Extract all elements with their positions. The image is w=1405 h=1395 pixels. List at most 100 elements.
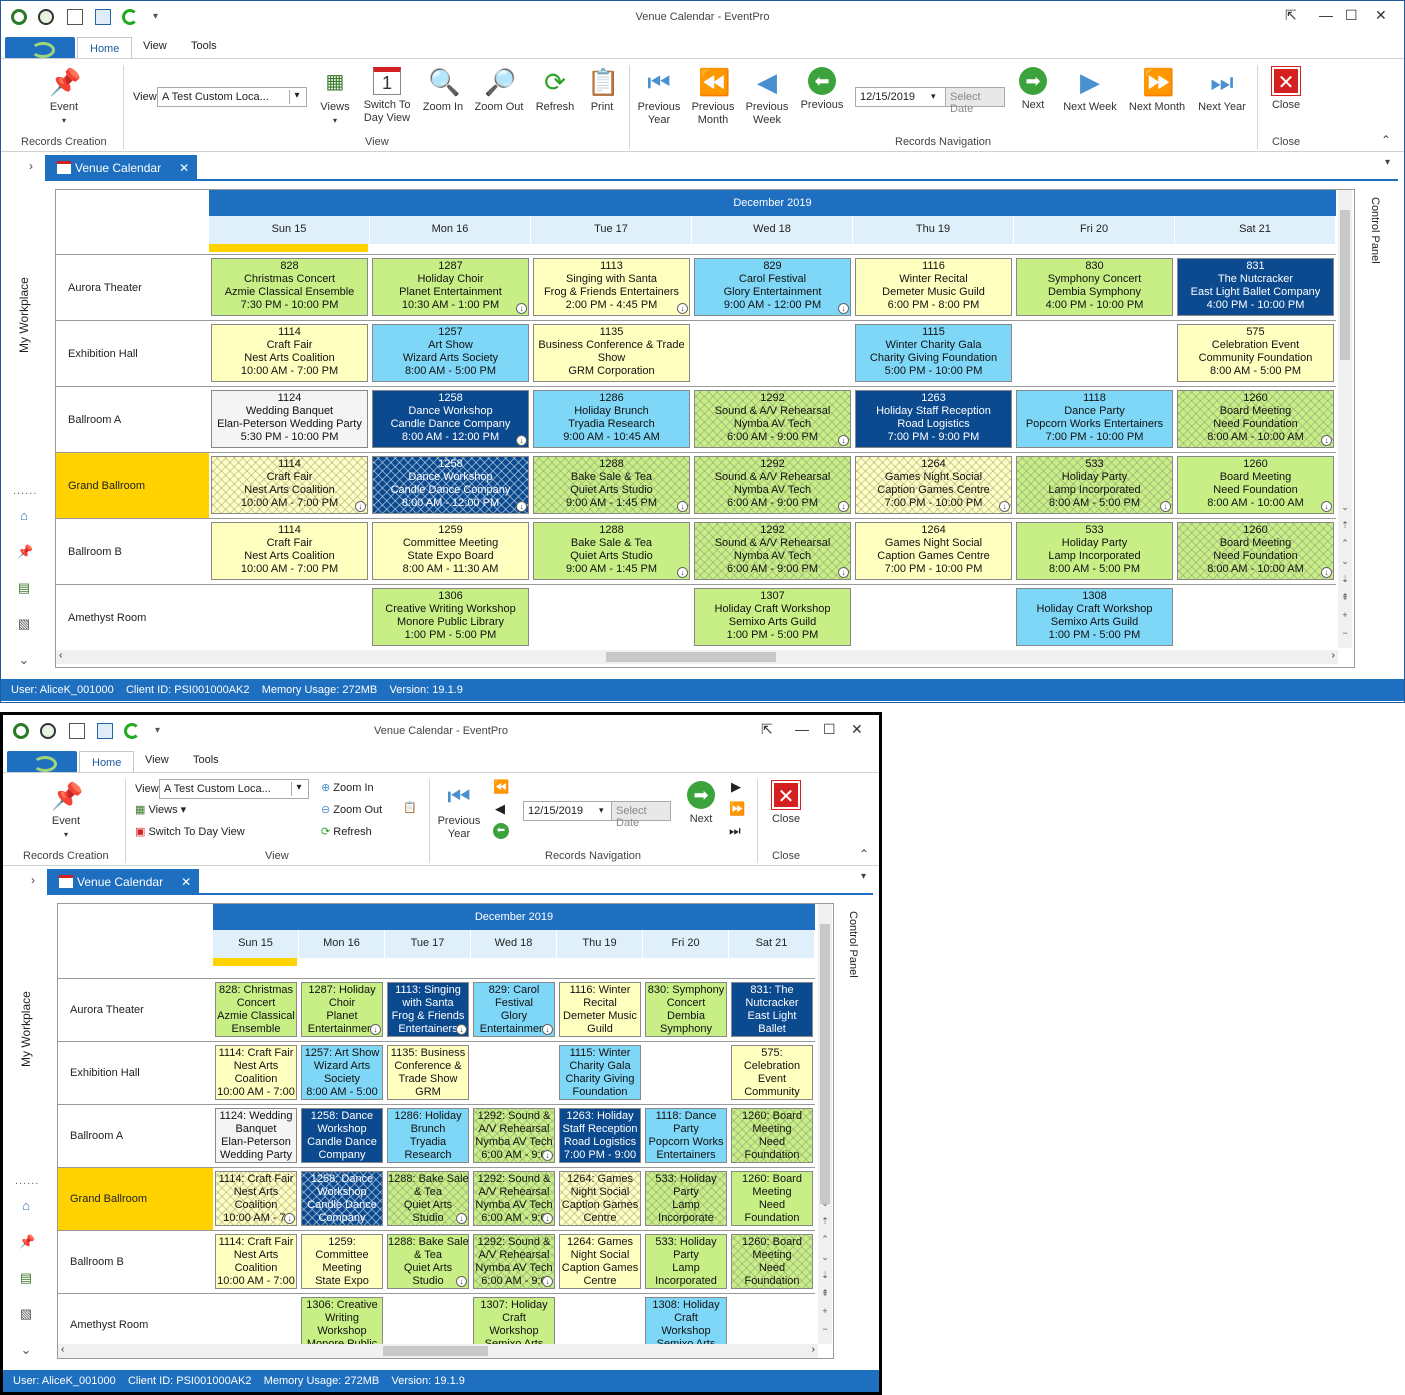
tab-venue-calendar[interactable]: Venue Calendar ✕: [45, 155, 198, 181]
expand-down-icon[interactable]: ↓: [516, 303, 527, 314]
scroll-right-icon[interactable]: ›: [1331, 650, 1335, 661]
room-label[interactable]: Ballroom B: [58, 1230, 213, 1293]
event-block[interactable]: 533: Holiday Party Lamp Incorporate: [645, 1171, 727, 1226]
previous-month-button[interactable]: ⏪: [493, 779, 510, 794]
expand-down-icon[interactable]: ↓: [838, 567, 849, 578]
expand-down-icon[interactable]: ↓: [1321, 501, 1332, 512]
event-block[interactable]: 1258: Dance Workshop Candle Dance Company: [301, 1108, 383, 1163]
expand-down-icon[interactable]: ↓: [542, 1150, 553, 1161]
previous-button[interactable]: ⬅: [493, 823, 509, 839]
scroll-right-icon[interactable]: ›: [811, 1344, 815, 1355]
event-block[interactable]: 1118 Dance Party Popcorn Works Entertainer…: [1016, 390, 1173, 448]
scroll-nav-icon[interactable]: ⌄: [1341, 556, 1349, 566]
expand-down-icon[interactable]: ↓: [456, 1024, 467, 1035]
day-header[interactable]: Thu 19: [557, 930, 643, 958]
event-block[interactable]: 1258 Dance Workshop Candle Dance Company 8:…: [372, 456, 529, 514]
event-block[interactable]: 1116 Winter Recital Demeter Music Guild 6:0…: [855, 258, 1012, 316]
maximize-icon[interactable]: ☐: [1345, 7, 1358, 23]
expand-down-icon[interactable]: ↓: [355, 501, 366, 512]
event-block[interactable]: 1258: Dance Workshop Candle Dance Company: [301, 1171, 383, 1226]
register-icon[interactable]: ▤: [17, 580, 31, 595]
control-panel-label[interactable]: Control Panel: [847, 911, 859, 978]
app-menu-button[interactable]: [5, 37, 75, 59]
close-tab-icon[interactable]: ✕: [181, 875, 192, 889]
event-block[interactable]: 831: The Nutcracker East Light Ballet: [731, 982, 813, 1037]
close-tab-icon[interactable]: ✕: [179, 161, 190, 175]
event-block[interactable]: 1264 Games Night Social Caption Games Cent…: [855, 456, 1012, 514]
date-field[interactable]: 12/15/2019: [855, 87, 947, 107]
close-button[interactable]: ✕ Close: [1265, 67, 1307, 112]
date-dropdown-icon[interactable]: ▾: [931, 91, 936, 101]
room-label[interactable]: Grand Ballroom: [56, 452, 209, 518]
zoom-in-button[interactable]: 🔍 Zoom In: [422, 67, 464, 113]
vertical-scrollbar[interactable]: ⌄ ⇡ ⌃ ⌄ ⇣ ⇞ + −: [1338, 190, 1352, 648]
day-header[interactable]: Sun 15: [213, 930, 299, 958]
app-menu-button[interactable]: [7, 751, 77, 773]
event-block[interactable]: 1116: Winter Recital Demeter Music Guild: [559, 982, 641, 1037]
control-panel-label[interactable]: Control Panel: [1369, 197, 1381, 264]
select-date-button[interactable]: Select Date: [611, 801, 671, 829]
day-header[interactable]: Thu 19: [853, 216, 1014, 244]
event-block[interactable]: 1288 Bake Sale & Tea Quiet Arts Studio 9:00…: [533, 522, 690, 580]
next-button[interactable]: ➡ Next: [681, 781, 721, 826]
next-month-button[interactable]: ⏩ Next Month: [1128, 67, 1186, 113]
expand-down-icon[interactable]: ↓: [1321, 567, 1332, 578]
scroll-nav-icon[interactable]: ⌄: [1341, 502, 1349, 512]
room-label[interactable]: Aurora Theater: [58, 978, 213, 1041]
scroll-thumb[interactable]: [820, 924, 830, 1204]
event-block[interactable]: 575 Celebration Event Community Foundation…: [1177, 324, 1334, 382]
room-label[interactable]: Ballroom B: [56, 518, 209, 584]
sidebar-grip[interactable]: ......: [13, 485, 38, 497]
zoom-in-button[interactable]: ⊕ Zoom In: [321, 782, 374, 794]
next-month-button[interactable]: ⏩: [729, 801, 746, 816]
home-icon[interactable]: ⌂: [22, 1198, 30, 1213]
previous-button[interactable]: ⬅ Previous: [799, 67, 845, 112]
tab-list-dropdown-icon[interactable]: ▾: [1385, 157, 1391, 168]
day-header[interactable]: Fri 20: [643, 930, 729, 958]
event-block[interactable]: 1115: Winter Charity Gala Charity Giving Fo…: [559, 1045, 641, 1100]
event-block[interactable]: 1264 Games Night Social Caption Games Cent…: [855, 522, 1012, 580]
room-label[interactable]: Ballroom A: [56, 386, 209, 452]
event-block[interactable]: 1292 Sound & A/V Rehearsal Nymba AV Tech 6:…: [694, 456, 851, 514]
print-button[interactable]: 📋 Print: [587, 67, 620, 113]
previous-week-button[interactable]: ◀: [495, 801, 505, 816]
refresh-icon[interactable]: [124, 723, 140, 739]
event-block[interactable]: 1292 Sound & A/V Rehearsal Nymba AV Tech 6:…: [694, 390, 851, 448]
pushpin-icon[interactable]: 📌: [19, 1234, 36, 1249]
event-block[interactable]: 1257 Art Show Wizard Arts Society 8:00 AM -…: [372, 324, 529, 382]
register-icon[interactable]: ▤: [19, 1270, 33, 1285]
event-block[interactable]: 1264: Games Night Social Caption Games Cent…: [559, 1171, 641, 1226]
mail-icon[interactable]: [97, 723, 113, 739]
expand-down-icon[interactable]: ↓: [456, 1276, 467, 1287]
collapse-ribbon-icon[interactable]: ⌃: [859, 847, 870, 861]
switch-to-day-view-button[interactable]: ▣ Switch To Day View: [135, 826, 245, 838]
close-window-icon[interactable]: ✕: [851, 721, 863, 737]
event-block[interactable]: 1308 Holiday Craft Workshop Semixo Arts Gu…: [1016, 588, 1173, 646]
expand-down-icon[interactable]: ↓: [677, 501, 688, 512]
tab-home[interactable]: Home: [77, 37, 133, 60]
view-select[interactable]: A Test Custom Loca...: [157, 87, 307, 107]
scroll-left-icon[interactable]: ‹: [59, 650, 63, 661]
event-block[interactable]: 1135: Business Conference & Trade Show GRM: [387, 1045, 469, 1100]
view-select[interactable]: A Test Custom Loca...: [159, 779, 309, 799]
pin-window-icon[interactable]: ⇱: [1285, 7, 1297, 23]
close-window-icon[interactable]: ✕: [1375, 7, 1387, 23]
expand-down-icon[interactable]: ↓: [1321, 435, 1332, 446]
event-block[interactable]: 1263: Holiday Staff Reception Road Logisti…: [559, 1108, 641, 1163]
close-button[interactable]: ✕ Close: [765, 781, 807, 826]
scroll-thumb[interactable]: [383, 1346, 488, 1356]
print-button[interactable]: 📋: [403, 802, 417, 814]
quick-access-dropdown-icon[interactable]: ▾: [155, 725, 161, 736]
tab-tools[interactable]: Tools: [191, 40, 217, 52]
event-block[interactable]: 1288 Bake Sale & Tea Quiet Arts Studio 9:00…: [533, 456, 690, 514]
event-block[interactable]: 1113 Singing with Santa Frog & Friends Ent…: [533, 258, 690, 316]
scroll-nav-icon[interactable]: ⌃: [821, 1234, 829, 1244]
sidebar-grip[interactable]: ......: [15, 1175, 40, 1187]
tab-view[interactable]: View: [145, 754, 169, 766]
room-label[interactable]: Exhibition Hall: [58, 1041, 213, 1104]
event-block[interactable]: 1260: Board Meeting Need Foundation: [731, 1171, 813, 1226]
event-block[interactable]: 575: Celebration Event Community: [731, 1045, 813, 1100]
scroll-nav-icon[interactable]: −: [822, 1324, 828, 1334]
my-workplace-label[interactable]: My Workplace: [19, 991, 33, 1067]
